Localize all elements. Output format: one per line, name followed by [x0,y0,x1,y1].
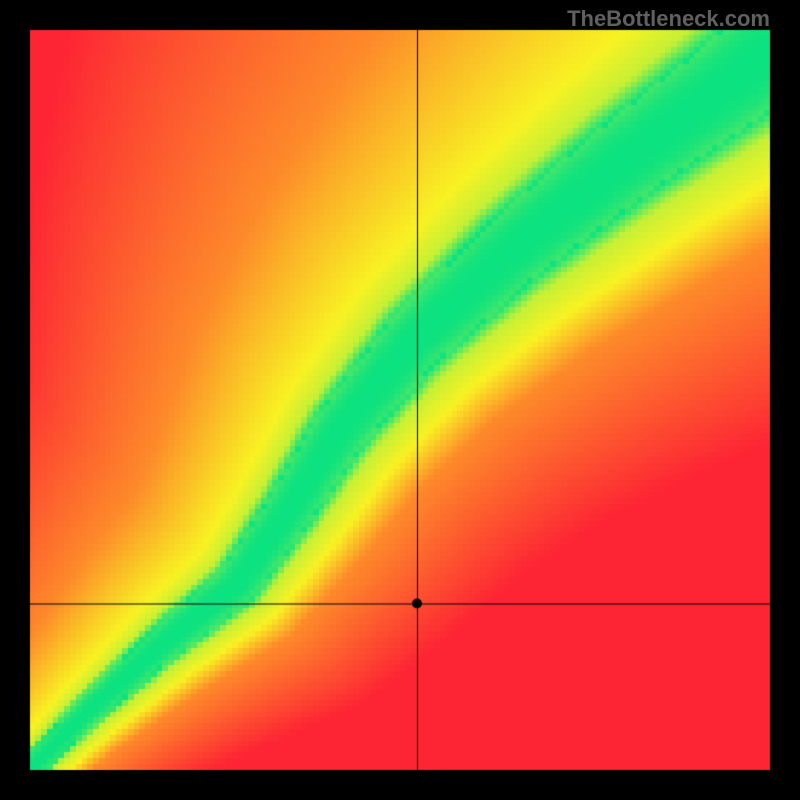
bottleneck-heatmap [0,0,800,800]
watermark-text: TheBottleneck.com [567,6,770,32]
